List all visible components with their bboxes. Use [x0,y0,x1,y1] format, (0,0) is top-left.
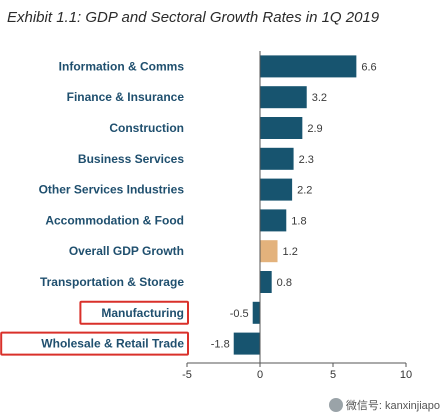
data-label: 1.8 [291,215,306,227]
category-label: Wholesale & Retail Trade [41,337,184,351]
bar-information-comms [260,55,357,78]
watermark: 微信号: kanxinjiapo [328,397,440,413]
bar-construction [260,117,303,139]
highlight-box [0,331,190,356]
data-label: -1.8 [211,339,230,351]
data-label: 2.3 [299,154,314,166]
data-label: -0.5 [230,308,249,320]
category-label: Overall GDP Growth [69,244,184,258]
watermark-text: 微信号: kanxinjiapo [345,400,440,412]
x-tick-label: 5 [330,369,336,381]
data-label: 2.9 [307,123,322,135]
x-tick-label: -5 [182,369,192,381]
data-label: 6.6 [361,61,376,73]
wechat-icon [328,398,343,412]
bar-accommodation-food [260,209,287,232]
category-label: Manufacturing [101,306,184,320]
category-label: Construction [109,121,184,135]
category-label: Finance & Insurance [67,90,185,104]
bar-manufacturing [252,301,260,324]
data-label: 2.2 [297,185,312,197]
bar-transportation-storage [260,271,272,293]
x-tick-label: 10 [400,369,412,381]
x-tick-label: 0 [257,369,263,381]
category-label: Transportation & Storage [40,275,184,289]
bar-overall-gdp-growth [260,240,278,263]
bar-other-services-industries [260,178,293,201]
chart-title: Exhibit 1.1: GDP and Sectoral Growth Rat… [7,9,380,26]
data-label: 3.2 [312,92,327,104]
bar-finance-insurance [260,86,307,109]
category-label: Business Services [78,152,184,166]
category-label: Accommodation & Food [45,213,184,227]
data-label: 0.8 [277,277,292,289]
bar-business-services [260,147,294,170]
category-label: Other Services Industries [39,183,185,197]
data-label: 1.2 [283,246,298,258]
category-label: Information & Comms [59,59,185,73]
highlight-box [79,300,189,325]
bar-wholesale-retail-trade [233,332,260,355]
